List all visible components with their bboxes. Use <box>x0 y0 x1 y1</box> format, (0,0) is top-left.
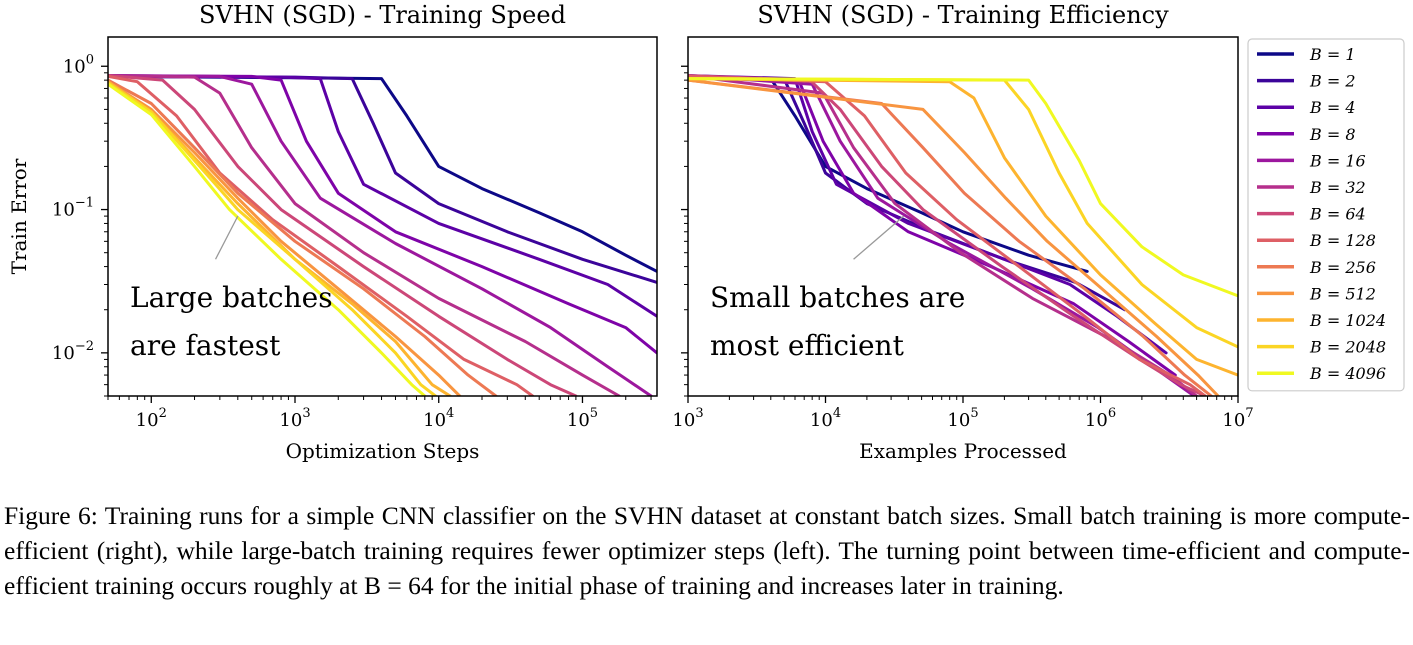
x-tick-label: 106 <box>1085 406 1116 431</box>
legend-label: B = 2048 <box>1309 338 1386 357</box>
series-line-b64 <box>108 74 578 396</box>
series-group <box>688 74 1238 396</box>
annotation-pointer <box>853 215 905 260</box>
left-chart-panel: 102 103 104 105 100 10−1 10−2 SVHN (SGD) - Trai… <box>7 1 658 463</box>
y-tick-label: 100 <box>63 52 94 77</box>
legend-label: B = 1024 <box>1309 311 1386 330</box>
series-line-b4096 <box>688 77 1238 298</box>
legend-label: B = 16 <box>1309 151 1366 170</box>
series-line-b32 <box>108 74 621 396</box>
legend-label: B = 8 <box>1309 125 1356 144</box>
y-tick-label: 10−2 <box>52 339 94 364</box>
series-group <box>108 74 657 396</box>
series-line-b2048 <box>108 81 437 396</box>
legend-label: B = 2 <box>1309 72 1356 91</box>
x-tick-label: 105 <box>947 406 978 431</box>
annotation-text: are fastest <box>130 329 281 362</box>
y-tick-label: 10−1 <box>52 196 94 221</box>
y-axis-label: Train Error <box>7 158 31 274</box>
series-line-b4 <box>108 74 657 318</box>
legend: B = 1 B = 2 B = 4 B = 8 B = 16 B = 32 B = 64 B … <box>1247 38 1405 392</box>
figure-caption: Figure 6: Training runs for a simple CNN… <box>4 498 1410 603</box>
annotation-pointer <box>214 215 239 260</box>
series-line-b256 <box>108 78 498 396</box>
annotation-text: Large batches <box>130 281 333 314</box>
x-tick-label: 104 <box>423 406 454 431</box>
chart-title: SVHN (SGD) - Training Speed <box>199 1 566 29</box>
series-line-b8 <box>108 74 657 355</box>
x-axis-label: Optimization Steps <box>286 439 480 463</box>
legend-label: B = 256 <box>1309 258 1376 277</box>
legend-label: B = 512 <box>1309 284 1376 303</box>
series-line-b256 <box>688 78 1213 396</box>
annotation-text: Small batches are <box>710 281 965 314</box>
legend-label: B = 32 <box>1309 178 1366 197</box>
x-tick-label: 104 <box>810 406 841 431</box>
series-line-b128 <box>108 74 535 396</box>
legend-label: B = 4096 <box>1309 364 1386 383</box>
legend-label: B = 4 <box>1309 98 1356 117</box>
series-line-b4096 <box>108 82 427 396</box>
x-tick-label: 105 <box>567 406 598 431</box>
series-line-b4 <box>688 74 1168 355</box>
legend-label: B = 64 <box>1309 205 1366 224</box>
series-line-b1024 <box>688 77 1238 377</box>
x-tick-label: 102 <box>136 406 167 431</box>
x-axis-label: Examples Processed <box>859 439 1067 463</box>
series-line-b2048 <box>688 77 1238 349</box>
series-line-b16 <box>108 74 653 396</box>
series-line-b64 <box>688 74 1207 396</box>
x-tick-label: 103 <box>672 406 703 431</box>
x-tick-label: 107 <box>1222 406 1253 431</box>
legend-frame <box>1247 38 1405 392</box>
figure: 102 103 104 105 100 10−1 10−2 SVHN (SGD) - Trai… <box>7 1 1405 463</box>
annotation-text: most efficient <box>710 329 905 362</box>
chart-title: SVHN (SGD) - Training Efficiency <box>757 1 1169 29</box>
legend-label: B = 128 <box>1309 231 1376 250</box>
caption-text: Figure 6: Training runs for a simple CNN… <box>4 501 1410 600</box>
x-tick-label: 103 <box>279 406 310 431</box>
series-line-b8 <box>688 74 1177 377</box>
series-line-b512 <box>108 80 462 396</box>
legend-label: B = 1 <box>1309 45 1356 64</box>
series-line-b512 <box>688 78 1220 396</box>
right-chart-panel: 103 104 105 106 107 SVHN (SGD) - Training Eff… <box>672 1 1253 463</box>
